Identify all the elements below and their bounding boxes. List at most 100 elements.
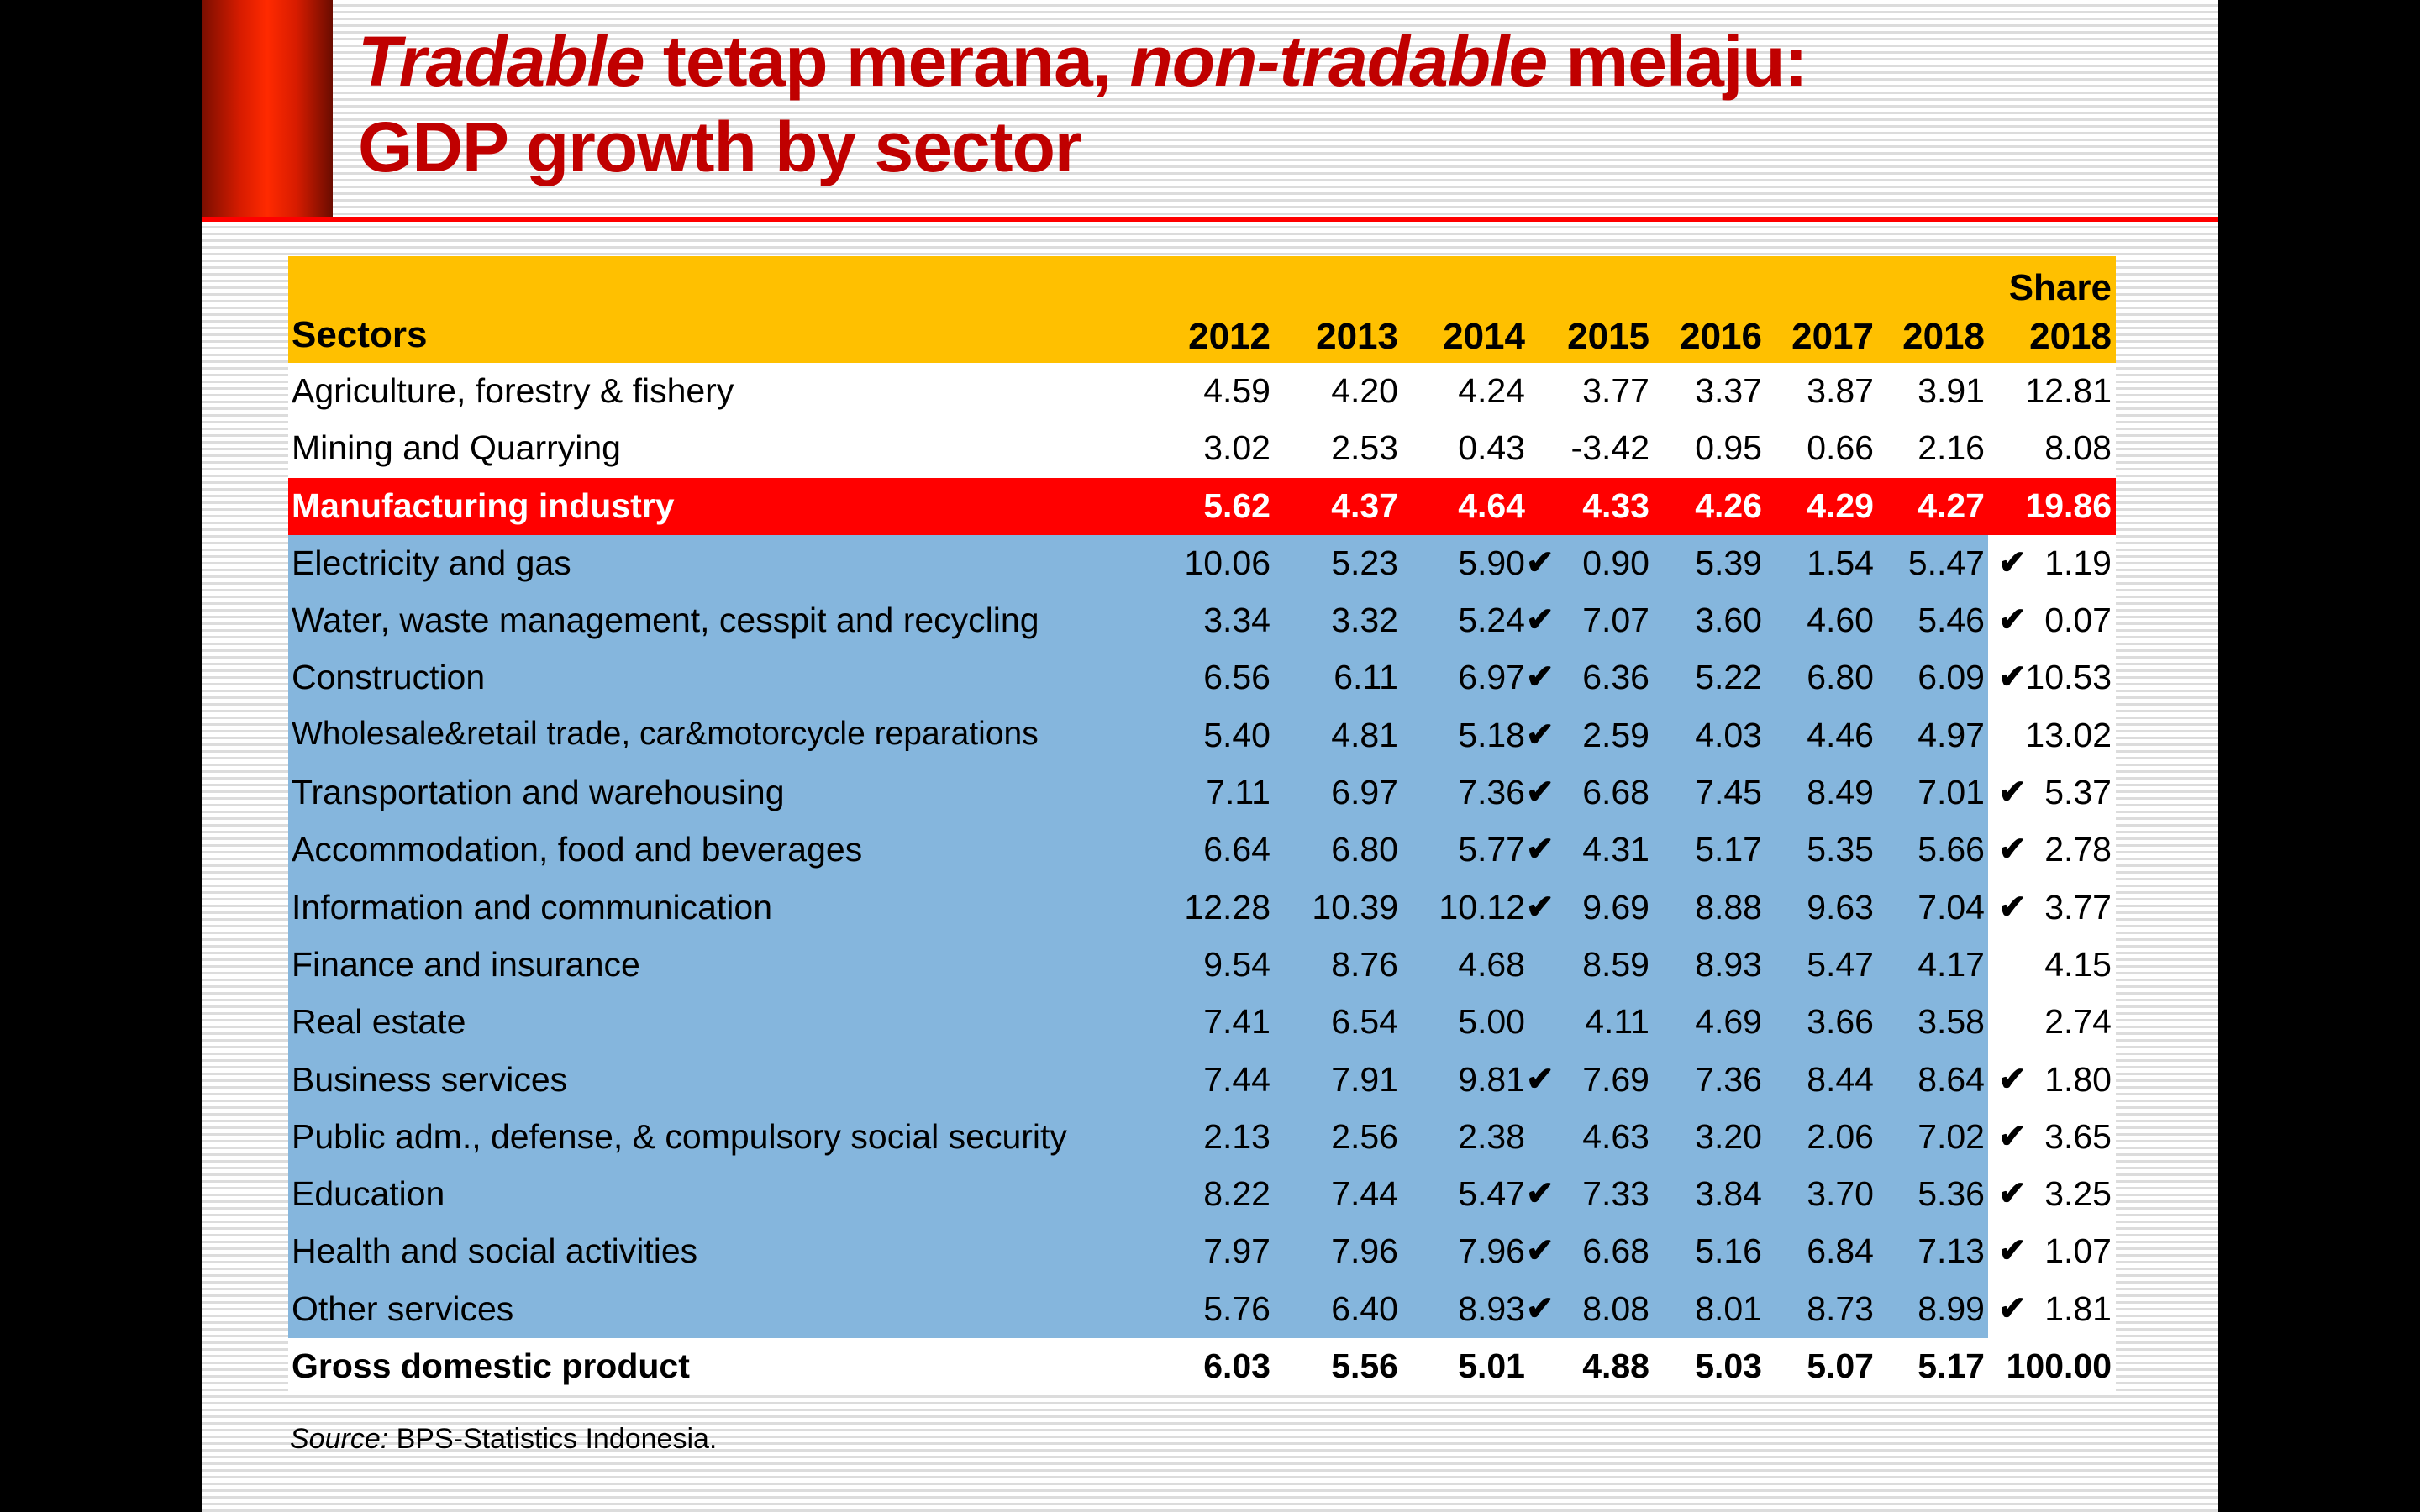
- check-mark-icon: ✔: [1998, 831, 2027, 869]
- growth-value-2013: 8.76: [1331, 944, 1398, 984]
- growth-value-2018: 4.27: [1918, 486, 1985, 525]
- sector-name: Finance and insurance: [292, 944, 640, 984]
- growth-value-2016: 4.26: [1695, 486, 1762, 525]
- check-mark-icon: ✔: [1998, 543, 2027, 581]
- growth-value-2012: 7.41: [1203, 1002, 1270, 1042]
- growth-value-2014: 4.24: [1458, 371, 1525, 410]
- title-italic-tradable: Tradable: [358, 22, 645, 101]
- growth-value-2012: 7.11: [1206, 773, 1270, 812]
- growth-value-2018: 7.04: [1918, 887, 1985, 927]
- growth-value-2017: 8.44: [1807, 1059, 1874, 1099]
- share-2018-value: 10.53: [2025, 658, 2112, 697]
- growth-value-2012: 2.13: [1203, 1116, 1270, 1156]
- growth-value-2018: 5.46: [1918, 601, 1985, 640]
- sector-name: Mining and Quarrying: [292, 428, 621, 468]
- growth-value-2016: 5.39: [1695, 543, 1762, 582]
- growth-value-2017: 5.07: [1807, 1347, 1874, 1386]
- growth-value-2017: 6.80: [1807, 658, 1874, 697]
- growth-value-2016: 8.88: [1695, 887, 1762, 927]
- check-mark-icon: ✔: [1998, 1060, 2027, 1098]
- growth-value-2017: 8.73: [1807, 1289, 1874, 1328]
- table-row: Health and social activities 7.97 7.96 7.96…: [288, 1223, 2116, 1281]
- share-2018-value: 19.86: [2025, 486, 2112, 525]
- growth-value-2015: 6.68: [1582, 1231, 1649, 1271]
- growth-value-2017: 4.29: [1807, 486, 1874, 525]
- growth-value-2018: 4.97: [1918, 715, 1985, 754]
- growth-value-2018: 5..47: [1907, 543, 1985, 582]
- growth-value-2012: 6.56: [1203, 658, 1270, 697]
- growth-value-2016: 7.36: [1695, 1059, 1762, 1099]
- growth-value-2016: 3.37: [1695, 371, 1762, 410]
- growth-value-2015: -3.42: [1570, 428, 1649, 468]
- decorative-red-bar: [202, 0, 333, 220]
- growth-value-2014: 7.96: [1458, 1231, 1525, 1271]
- header-year-2012: 2012: [1188, 316, 1270, 357]
- growth-value-2014: 8.93: [1458, 1289, 1525, 1328]
- sector-name: Public adm., defense, & compulsory socia…: [292, 1116, 1067, 1156]
- header-year-2015: 2015: [1567, 316, 1649, 357]
- table-row: Education 8.22 7.44 5.47 ✔ 7.33 3.84 3.70 5.36 ✔ 3…: [288, 1166, 2116, 1224]
- growth-value-2014: 5.01: [1458, 1347, 1525, 1386]
- growth-value-2013: 6.54: [1331, 1002, 1398, 1042]
- check-mark-icon: ✔: [1998, 601, 2027, 639]
- growth-value-2015: 4.88: [1582, 1347, 1649, 1386]
- growth-value-2018: 4.17: [1918, 944, 1985, 984]
- table-row: Information and communication 12.28 10.39 1…: [288, 879, 2116, 937]
- check-mark-icon: ✔: [1526, 716, 1555, 753]
- header-share-year: 2018: [2029, 316, 2112, 357]
- growth-value-2012: 7.97: [1203, 1231, 1270, 1271]
- growth-value-2016: 0.95: [1695, 428, 1762, 468]
- growth-value-2016: 8.93: [1695, 944, 1762, 984]
- growth-value-2015: 7.07: [1582, 601, 1649, 640]
- growth-value-2015: 4.11: [1585, 1002, 1649, 1042]
- growth-value-2012: 3.34: [1203, 601, 1270, 640]
- sector-name: Manufacturing industry: [292, 486, 675, 525]
- table-row: Finance and insurance 9.54 8.76 4.68 8.59 8.9…: [288, 936, 2116, 995]
- check-mark-icon: ✔: [1526, 1289, 1555, 1327]
- source-note: Source: BPS-Statistics Indonesia.: [290, 1423, 717, 1456]
- title-text-b: melaju:: [1547, 22, 1808, 101]
- share-2018-value: 2.74: [2044, 1002, 2112, 1042]
- growth-value-2017: 1.54: [1807, 543, 1874, 582]
- growth-value-2013: 3.32: [1331, 601, 1398, 640]
- growth-value-2012: 6.03: [1203, 1347, 1270, 1386]
- growth-value-2014: 7.36: [1458, 773, 1525, 812]
- sector-name: Real estate: [292, 1002, 466, 1042]
- share-2018-value: 4.15: [2044, 944, 2112, 984]
- growth-value-2014: 6.97: [1458, 658, 1525, 697]
- growth-value-2015: 8.59: [1582, 944, 1649, 984]
- growth-value-2017: 5.35: [1807, 830, 1874, 869]
- source-text: BPS-Statistics Indonesia.: [388, 1423, 718, 1455]
- growth-value-2013: 6.40: [1331, 1289, 1398, 1328]
- table-row: Construction 6.56 6.11 6.97 ✔ 6.36 5.22 6.80 6.0…: [288, 649, 2116, 707]
- growth-value-2016: 3.84: [1695, 1174, 1762, 1214]
- table-row: Public adm., defense, & compulsory socia…: [288, 1108, 2116, 1167]
- growth-value-2016: 5.16: [1695, 1231, 1762, 1271]
- growth-value-2014: 4.64: [1458, 486, 1525, 525]
- check-mark-icon: ✔: [1998, 659, 2027, 696]
- check-mark-icon: ✔: [1526, 774, 1555, 811]
- check-mark-icon: ✔: [1526, 1060, 1555, 1098]
- header-year-2017: 2017: [1791, 316, 1874, 357]
- check-mark-icon: ✔: [1526, 1232, 1555, 1270]
- share-2018-value: 0.07: [2044, 601, 2112, 640]
- growth-value-2015: 7.33: [1582, 1174, 1649, 1214]
- growth-value-2017: 3.70: [1807, 1174, 1874, 1214]
- growth-value-2015: 0.90: [1582, 543, 1649, 582]
- sector-name: Transportation and warehousing: [292, 773, 785, 812]
- share-2018-value: 1.19: [2044, 543, 2112, 582]
- header-year-2013: 2013: [1316, 316, 1398, 357]
- title-text-a: tetap merana,: [644, 22, 1130, 101]
- check-mark-icon: ✔: [1526, 1175, 1555, 1213]
- growth-value-2013: 6.80: [1331, 830, 1398, 869]
- growth-value-2015: 8.08: [1582, 1289, 1649, 1328]
- sector-name: Other services: [292, 1289, 514, 1328]
- growth-value-2018: 7.13: [1918, 1231, 1985, 1271]
- check-mark-icon: ✔: [1526, 601, 1555, 639]
- growth-value-2016: 5.17: [1695, 830, 1762, 869]
- check-mark-icon: ✔: [1526, 659, 1555, 696]
- share-2018-value: 1.07: [2044, 1231, 2112, 1271]
- check-mark-icon: ✔: [1526, 888, 1555, 926]
- growth-value-2012: 5.40: [1203, 715, 1270, 754]
- title-line-1: Tradable tetap merana, non-tradable mela…: [358, 18, 1808, 104]
